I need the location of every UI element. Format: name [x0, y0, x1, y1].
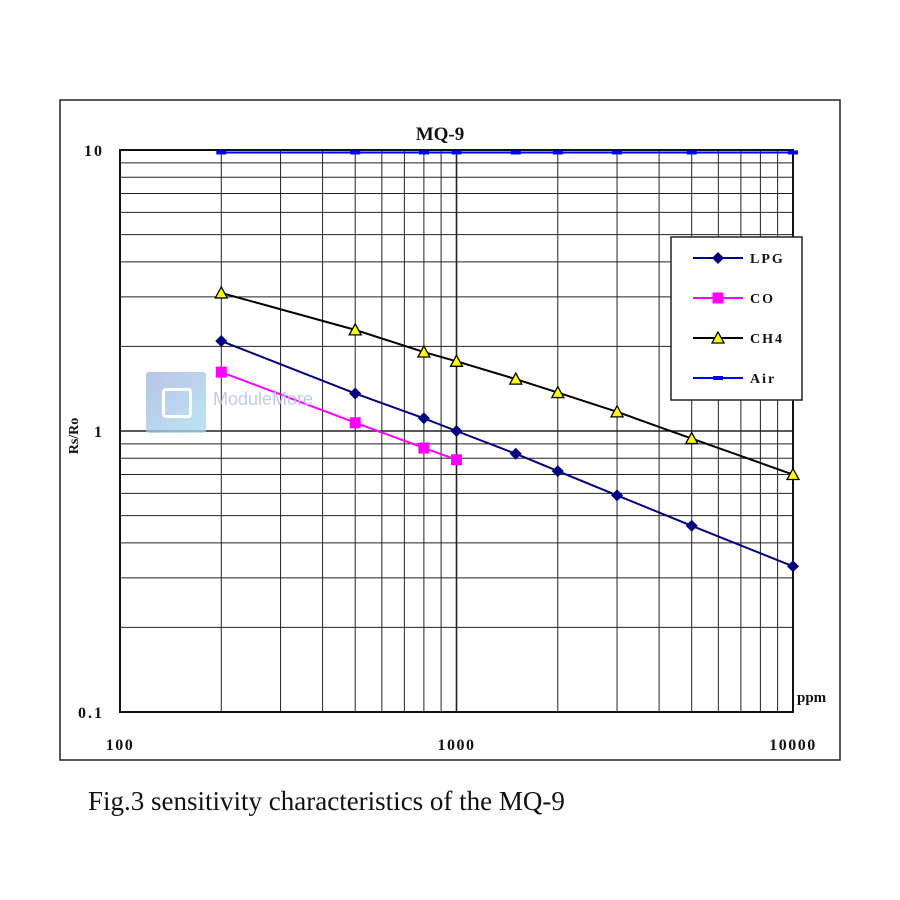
- data-point-lpg: [712, 252, 724, 264]
- x-tick-label: 10000: [769, 737, 817, 754]
- data-point-air: [451, 150, 462, 155]
- data-point-lpg: [417, 412, 430, 425]
- plot-border: [119, 149, 794, 713]
- data-point-ch4: [449, 353, 464, 367]
- data-point-lpg: [787, 560, 799, 573]
- data-point-air: [510, 150, 521, 155]
- data-point-lpg: [551, 465, 564, 478]
- legend-box: [670, 236, 803, 401]
- series-line-co: [220, 371, 457, 461]
- legend-label-ch4: CH4: [750, 332, 784, 347]
- data-point-co: [349, 417, 361, 429]
- data-point-lpg: [450, 425, 463, 437]
- data-point-ch4: [609, 404, 625, 418]
- data-point-co: [451, 454, 462, 466]
- data-point-ch4: [214, 285, 229, 299]
- data-point-air: [418, 150, 429, 155]
- y-tick-label: 0.1: [78, 705, 104, 722]
- data-point-ch4: [550, 385, 565, 399]
- chip-icon: [162, 388, 192, 418]
- data-point-lpg: [611, 489, 624, 502]
- y-tick-label: 1: [94, 424, 104, 441]
- figure-caption: Fig.3 sensitivity characteristics of the…: [88, 786, 565, 816]
- series-air: [216, 150, 798, 155]
- x-tick-label: 1000: [438, 737, 476, 754]
- data-point-lpg: [349, 387, 362, 400]
- series-lpg: [215, 335, 799, 573]
- outer-frame: [59, 99, 841, 761]
- data-point-air: [713, 376, 723, 380]
- series-ch4: [214, 285, 801, 481]
- data-point-ch4: [710, 330, 726, 344]
- data-point-air: [552, 150, 563, 155]
- y-tick-label: 10: [84, 143, 104, 160]
- x-axis-label: ppm: [797, 690, 827, 706]
- data-point-ch4: [508, 371, 523, 385]
- legend: LPG CO CH4 Air: [670, 236, 803, 401]
- data-point-co: [712, 292, 724, 304]
- data-point-air: [350, 150, 361, 155]
- data-point-co: [418, 442, 430, 454]
- series-co: [215, 366, 462, 466]
- y-axis-label: Rs/Ro: [67, 418, 82, 455]
- watermark-text: ModuleMore: [213, 389, 314, 409]
- data-point-co: [215, 366, 227, 378]
- legend-label-air: Air: [750, 372, 776, 387]
- data-point-lpg: [509, 447, 522, 460]
- data-point-lpg: [215, 335, 228, 348]
- data-point-air: [788, 150, 798, 155]
- data-point-air: [216, 150, 227, 155]
- data-point-air: [686, 150, 697, 155]
- legend-label-co: CO: [750, 292, 775, 307]
- x-tick-label: 100: [106, 737, 135, 754]
- data-point-ch4: [785, 467, 801, 481]
- data-point-ch4: [684, 431, 699, 445]
- data-point-ch4: [416, 344, 431, 358]
- data-point-ch4: [348, 322, 363, 336]
- watermark-logo: [146, 372, 206, 433]
- chart-title: MQ-9: [416, 124, 465, 145]
- legend-label-lpg: LPG: [750, 252, 785, 267]
- data-point-air: [612, 150, 623, 155]
- data-point-lpg: [685, 519, 698, 532]
